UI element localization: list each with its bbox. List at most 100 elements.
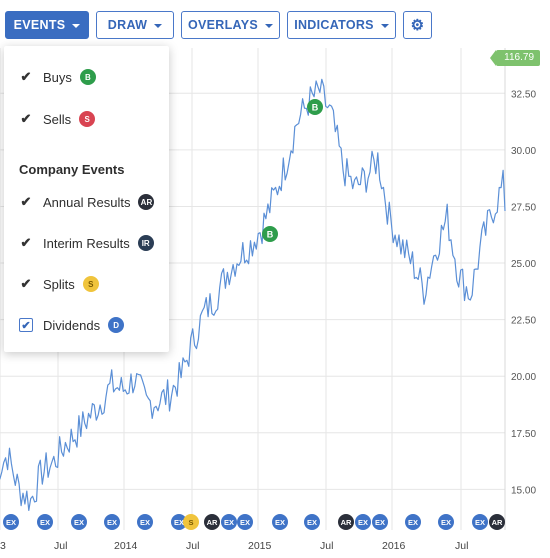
y-tick-label: 15.00 <box>511 485 536 496</box>
price-series <box>0 78 506 511</box>
event-marker-label: EX <box>475 518 485 527</box>
y-tick-label: 30.00 <box>511 146 536 157</box>
company-events-heading: Company Events <box>19 162 125 177</box>
interim-results-badge: IR <box>137 235 154 251</box>
gear-icon: ⚙ <box>410 16 425 34</box>
checkmark-icon[interactable]: ✔ <box>20 276 32 291</box>
checkmark-icon[interactable]: ✔ <box>20 69 32 84</box>
event-marker-label: S <box>188 518 193 527</box>
menu-item-annual-results[interactable]: ✔ Annual Results AR <box>19 191 155 213</box>
chart-toolbar: EVENTS DRAW OVERLAYS INDICATORS ⚙ <box>0 0 550 48</box>
x-tick-label: 2016 <box>382 540 406 552</box>
chevron-down-icon <box>72 23 81 28</box>
checkbox-checked-icon[interactable]: ✔ <box>19 318 33 332</box>
event-marker-label: AR <box>207 518 218 527</box>
buy-badge: B <box>79 69 96 85</box>
buy-marker <box>307 99 323 115</box>
event-marker-label: EX <box>408 518 418 527</box>
settings-button[interactable]: ⚙ <box>403 11 432 39</box>
event-marker <box>71 514 87 530</box>
x-tick-label: 2014 <box>114 540 138 552</box>
y-axis-labels: 15.00 17.50 20.00 22.50 25.00 27.50 30.00 32.50 <box>511 89 536 496</box>
checkmark-icon[interactable]: ✔ <box>20 235 32 250</box>
dividends-badge: D <box>108 317 125 333</box>
event-marker <box>204 514 220 530</box>
event-marker <box>304 514 320 530</box>
event-marker <box>438 514 454 530</box>
event-marker-label: EX <box>307 518 317 527</box>
event-marker-label: EX <box>224 518 234 527</box>
event-marker-strip: EX EX EX EX EX EX S AR EX EX EX EX AR EX EX EX EX EX AR <box>3 514 505 530</box>
x-tick-label: 2015 <box>248 540 272 552</box>
event-marker <box>472 514 488 530</box>
event-marker-label: EX <box>107 518 117 527</box>
event-marker <box>137 514 153 530</box>
overlays-button[interactable]: OVERLAYS <box>181 11 280 39</box>
event-marker <box>338 514 354 530</box>
x-tick-label: Jul <box>455 540 468 552</box>
menu-item-label: Splits <box>43 276 75 292</box>
event-marker-label: EX <box>40 518 50 527</box>
events-button[interactable]: EVENTS <box>5 11 89 39</box>
y-tick-label: 17.50 <box>511 429 536 440</box>
x-tick-label: Jul <box>320 540 333 552</box>
event-marker <box>37 514 53 530</box>
chevron-down-icon <box>265 23 273 28</box>
event-marker <box>171 514 187 530</box>
menu-item-interim-results[interactable]: ✔ Interim Results IR <box>19 232 154 254</box>
indicators-button-label: INDICATORS <box>294 18 374 32</box>
indicators-button[interactable]: INDICATORS <box>287 11 396 39</box>
menu-item-buys[interactable]: ✔ Buys B <box>19 66 96 88</box>
y-tick-label: 20.00 <box>511 372 536 383</box>
menu-item-label: Annual Results <box>43 194 131 210</box>
events-dropdown: ✔ Buys B ✔ Sells S Company Events ✔ Annu… <box>4 46 169 352</box>
x-tick-label: Jul <box>186 540 199 552</box>
event-marker <box>104 514 120 530</box>
chevron-down-icon <box>380 23 389 28</box>
menu-item-label: Sells <box>43 111 72 127</box>
event-marker <box>489 514 505 530</box>
event-marker <box>3 514 19 530</box>
checkmark-icon[interactable]: ✔ <box>20 194 32 209</box>
buy-marker-label: B <box>312 103 319 113</box>
event-marker-label: EX <box>6 518 16 527</box>
event-marker-label: EX <box>358 518 368 527</box>
chevron-down-icon <box>154 23 163 28</box>
y-tick-label: 32.50 <box>511 89 536 100</box>
event-marker <box>372 514 388 530</box>
event-marker <box>237 514 253 530</box>
buy-markers: BB <box>262 99 323 242</box>
event-marker <box>355 514 371 530</box>
buy-marker-label: B <box>267 230 274 240</box>
events-button-label: EVENTS <box>13 18 66 32</box>
event-marker-label: EX <box>174 518 184 527</box>
event-marker <box>272 514 288 530</box>
event-marker-label: EX <box>375 518 385 527</box>
last-price-tag: 116.79 <box>490 50 540 66</box>
event-marker-label: EX <box>140 518 150 527</box>
splits-badge: S <box>82 276 99 292</box>
event-marker-label: EX <box>240 518 250 527</box>
y-tick-label: 27.50 <box>511 202 536 213</box>
annual-results-badge: AR <box>138 194 155 210</box>
menu-item-sells[interactable]: ✔ Sells S <box>19 108 96 130</box>
sell-badge: S <box>79 111 96 127</box>
event-marker-label: EX <box>275 518 285 527</box>
x-tick-label: 3 <box>0 540 6 552</box>
event-marker <box>221 514 237 530</box>
draw-button[interactable]: DRAW <box>96 11 174 39</box>
menu-item-label: Interim Results <box>43 235 130 251</box>
event-marker-label: AR <box>492 518 503 527</box>
event-marker-label: EX <box>441 518 451 527</box>
menu-item-splits[interactable]: ✔ Splits S <box>19 273 99 295</box>
overlays-button-label: OVERLAYS <box>187 18 258 32</box>
buy-marker <box>262 226 278 242</box>
event-marker <box>405 514 421 530</box>
checkmark-icon[interactable]: ✔ <box>20 111 32 126</box>
event-marker-label: EX <box>74 518 84 527</box>
menu-item-label: Buys <box>43 69 72 85</box>
draw-button-label: DRAW <box>107 18 148 32</box>
menu-item-dividends[interactable]: ✔ Dividends D <box>19 314 125 336</box>
event-marker <box>183 514 199 530</box>
event-marker-label: AR <box>341 518 352 527</box>
